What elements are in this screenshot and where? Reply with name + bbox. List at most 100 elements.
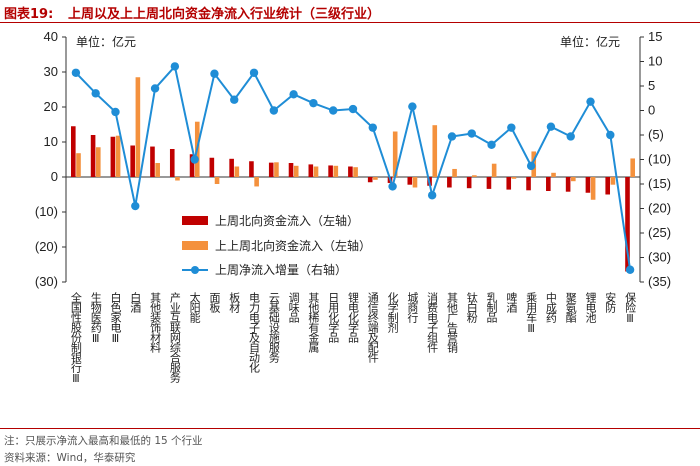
net-inflow-change-point xyxy=(91,89,100,98)
bar-prior-week xyxy=(214,177,220,184)
source-note: 资料来源：Wind，华泰研究 xyxy=(4,452,136,464)
bar-prior-week xyxy=(95,147,101,177)
net-inflow-change-point xyxy=(408,102,417,111)
left-tick-label: (20) xyxy=(35,239,58,254)
bar-prior-week xyxy=(432,125,438,177)
bar-last-week xyxy=(189,154,195,177)
bar-prior-week xyxy=(175,177,180,181)
bar-prior-week xyxy=(76,153,81,177)
net-inflow-change-point xyxy=(546,122,556,131)
category-label: 其他装饰材料 xyxy=(149,292,162,354)
right-tick-label: 10 xyxy=(648,54,662,69)
net-inflow-change-point xyxy=(526,161,536,171)
category-label: 太阳能 xyxy=(188,292,201,324)
category-label: 其他广告营销 xyxy=(445,292,458,354)
bar-series xyxy=(71,77,635,272)
net-inflow-change-point xyxy=(71,68,81,77)
net-inflow-change-point xyxy=(249,68,259,77)
right-unit-label: 单位：亿元 xyxy=(560,34,620,49)
bar-last-week xyxy=(130,145,135,177)
category-label: 锂电池 xyxy=(584,291,597,323)
net-inflow-change-point xyxy=(368,123,377,132)
net-inflow-change-point xyxy=(170,62,180,71)
bar-prior-week xyxy=(551,172,556,177)
category-label: 啤酒 xyxy=(505,291,518,314)
left-tick-label: (30) xyxy=(35,274,58,289)
net-inflow-change-point xyxy=(210,69,219,78)
bar-prior-week xyxy=(412,177,418,188)
right-tick-label: (20) xyxy=(648,201,671,216)
bar-prior-week xyxy=(590,177,596,200)
bar-last-week xyxy=(565,177,571,192)
bar-prior-week xyxy=(135,77,141,177)
bar-last-week xyxy=(150,146,155,177)
bar-last-week xyxy=(526,177,531,191)
right-tick-label: (15) xyxy=(648,176,671,191)
right-tick-label: (5) xyxy=(648,127,664,142)
net-inflow-change-point xyxy=(447,132,457,141)
bar-last-week xyxy=(466,177,472,189)
combo-chart: 40 30 20 10 0 (10) (20) (30) 15 10 5 0 (5) (10) (15) (2… xyxy=(35,29,671,384)
category-label: 城商行 xyxy=(406,292,419,324)
legend-label: 上周净流入增量（右轴） xyxy=(215,262,347,277)
net-inflow-change-point xyxy=(309,98,318,108)
bar-last-week xyxy=(605,177,611,195)
bar-prior-week xyxy=(254,177,259,187)
bar-prior-week xyxy=(571,177,576,182)
axis-labels: 40 30 20 10 0 (10) (20) (30) 15 10 5 0 (5) (10) (15) (2… xyxy=(35,29,671,384)
net-inflow-change-point xyxy=(625,265,635,274)
left-tick-label: 30 xyxy=(44,64,58,79)
category-label: 通信终端及配件 xyxy=(366,292,379,364)
bar-prior-week xyxy=(452,168,457,177)
net-inflow-change-point xyxy=(131,201,140,211)
net-inflow-change-point xyxy=(507,123,516,132)
net-inflow-change-point xyxy=(190,155,199,164)
category-label: 板材 xyxy=(228,291,241,313)
category-label: 面板 xyxy=(208,292,221,314)
bar-prior-week xyxy=(333,165,339,177)
left-tick-label: 40 xyxy=(44,29,58,44)
bar-last-week xyxy=(268,162,274,177)
net-inflow-change-point xyxy=(150,84,160,93)
bar-last-week xyxy=(249,161,254,177)
legend-label: 上上周北向资金流入（左轴） xyxy=(215,238,371,253)
category-label: 电力电子及自动化 xyxy=(248,292,261,374)
legend-label: 上周北向资金流入（左轴） xyxy=(215,213,359,228)
category-label: 保险Ⅲ xyxy=(624,291,637,324)
bar-last-week xyxy=(348,166,353,177)
category-label: 白酒 xyxy=(129,291,142,314)
right-tick-label: 0 xyxy=(648,103,655,118)
bar-last-week xyxy=(71,126,76,177)
category-label: 钛白粉 xyxy=(465,291,478,323)
category-label: 化学制剂 xyxy=(386,291,399,334)
right-tick-label: 5 xyxy=(648,78,655,93)
net-inflow-change-point xyxy=(289,90,298,99)
figure-label: 图表19: xyxy=(4,7,54,22)
bar-last-week xyxy=(169,149,175,177)
bar-last-week xyxy=(209,157,215,177)
bar-prior-week xyxy=(373,177,378,180)
net-inflow-change-point xyxy=(111,107,120,117)
net-inflow-change-point xyxy=(566,132,575,141)
net-inflow-change-point xyxy=(586,97,595,106)
right-tick-label: (35) xyxy=(648,274,671,289)
figure-title: 上周以及上上周北向资金净流入行业统计（三级行业） xyxy=(68,7,381,22)
figure-header: 图表19: 上周以及上上周北向资金净流入行业统计（三级行业） xyxy=(0,0,700,22)
footer-rule xyxy=(0,428,700,429)
category-label: 乘用车Ⅲ xyxy=(525,292,538,334)
category-label: 乳制品 xyxy=(485,292,498,323)
bar-last-week xyxy=(407,177,413,185)
category-label: 全国性股份制银行Ⅲ xyxy=(69,291,82,384)
category-label: 产业互联网综合服务 xyxy=(168,291,181,383)
footnote: 注：只展示净流入最高和最低的 15 个行业 xyxy=(4,435,203,447)
net-inflow-change-point xyxy=(388,182,397,191)
bar-last-week xyxy=(506,177,512,190)
category-label: 安防 xyxy=(604,291,617,314)
bar-prior-week xyxy=(472,175,477,177)
bar-prior-week xyxy=(392,131,398,177)
net-inflow-change-point xyxy=(348,104,358,114)
bar-last-week xyxy=(308,164,314,177)
legend-swatch-prior-week xyxy=(182,241,208,250)
left-tick-label: 10 xyxy=(44,134,58,149)
left-unit-label: 单位：亿元 xyxy=(76,34,136,49)
